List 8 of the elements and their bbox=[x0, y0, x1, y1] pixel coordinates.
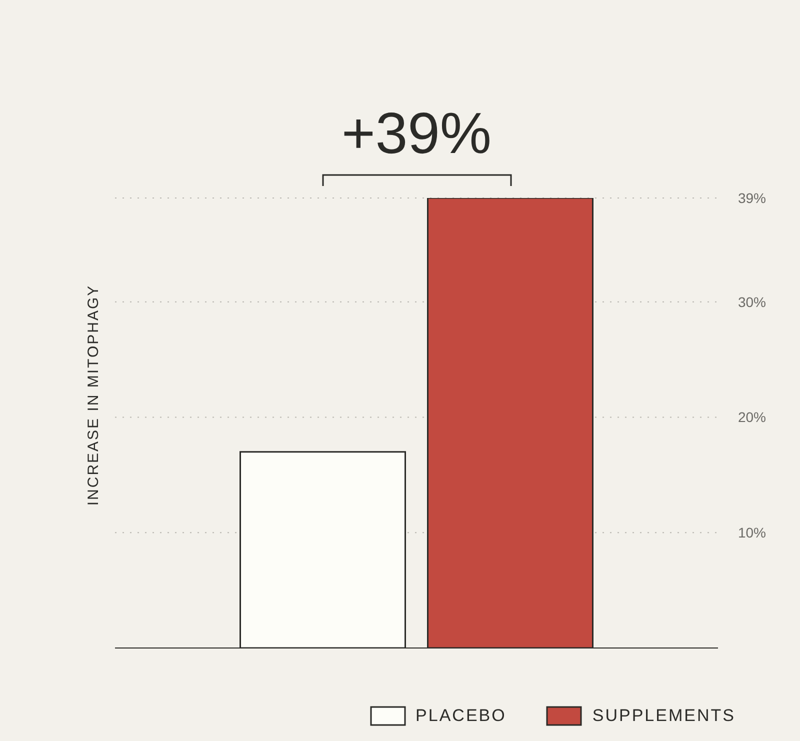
y-tick-label: 30% bbox=[738, 294, 766, 310]
text: +39% bbox=[340, 100, 492, 167]
y-tick-label: 20% bbox=[738, 409, 766, 426]
y-axis-title: INCREASE IN MITOPHAGY bbox=[85, 284, 102, 506]
y-tick-label: 10% bbox=[738, 524, 766, 541]
legend-label: SUPPLEMENTS bbox=[592, 706, 736, 726]
y-tick-label: 39% bbox=[738, 190, 766, 206]
legend-label: PLACEBO bbox=[416, 706, 506, 726]
